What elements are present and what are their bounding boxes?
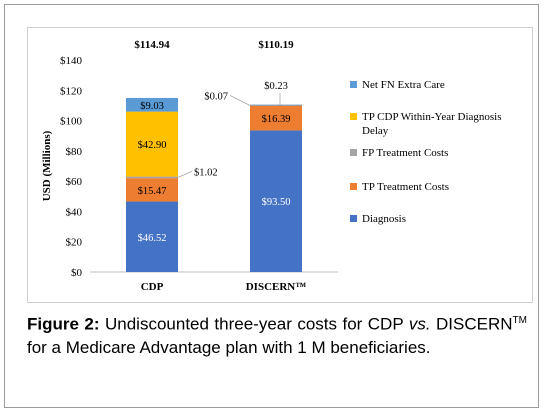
bar-segment [250, 105, 302, 131]
legend-label: FP Treatment Costs [362, 147, 448, 159]
leader-line [229, 95, 251, 106]
data-label: $0.23 [264, 81, 288, 92]
bar-segment [126, 97, 178, 112]
legend-swatch [350, 215, 357, 222]
chart-area: USD (Millions) $0 $20 $40 $60 $80 $100 $120 $140… [27, 27, 533, 303]
bar-segment [126, 201, 178, 272]
caption-vs: vs. [408, 314, 431, 334]
y-tick-label: $40 [66, 206, 83, 218]
data-label: $42.90 [138, 140, 167, 151]
data-label: $9.03 [140, 101, 164, 112]
legend-label-line: TP CDP Within-Year Diagnosis [362, 111, 502, 123]
bar-segment [126, 176, 178, 179]
y-tick-label: $120 [60, 85, 83, 97]
legend-label: TP Treatment Costs [362, 181, 449, 193]
data-label: $16.39 [262, 114, 291, 125]
y-tick-label: $100 [60, 116, 83, 128]
caption-text-before: Undiscounted three-year costs for CDP [105, 314, 409, 334]
y-tick-label: $0 [71, 267, 83, 279]
y-axis-label: USD (Millions) [41, 130, 53, 201]
legend-swatch [350, 113, 357, 120]
bar-total-label: $114.94 [134, 39, 170, 51]
x-category-label: DISCERN™ [246, 281, 307, 293]
bar-total-label: $110.19 [258, 39, 294, 51]
bar-segment [250, 130, 302, 272]
figure-frame: USD (Millions) $0 $20 $40 $60 $80 $100 $120 $140… [4, 4, 539, 408]
caption-label: Figure 2: [27, 314, 100, 334]
bar-segment [126, 111, 178, 177]
legend-swatch [350, 149, 357, 156]
data-label: $15.47 [138, 186, 167, 197]
legend-label: Diagnosis [362, 213, 406, 225]
bar-segment [250, 104, 302, 106]
bar-segment [126, 178, 178, 202]
caption-tm: TM [512, 315, 527, 326]
legend-label: TP CDP Within-Year Diagnosis Delay [362, 111, 502, 137]
data-label: $93.50 [262, 197, 291, 208]
data-label: $1.02 [194, 167, 218, 178]
figure-caption: Figure 2: Undiscounted three-year costs … [27, 309, 527, 359]
caption-discern: DISCERN [436, 314, 513, 334]
legend-label: Net FN Extra Care [362, 79, 445, 91]
x-category-label: CDP [141, 281, 164, 293]
stacked-bar-chart: USD (Millions) $0 $20 $40 $60 $80 $100 $120 $140… [41, 39, 502, 293]
data-label: $0.07 [204, 92, 228, 103]
y-tick-label: $80 [66, 146, 83, 158]
data-label: $46.52 [138, 233, 167, 244]
y-tick-label: $60 [66, 176, 83, 188]
legend-swatch [350, 183, 357, 190]
legend-label-line: Delay [362, 125, 389, 137]
legend-swatch [350, 81, 357, 88]
caption-text-after: for a Medicare Advantage plan with 1 M b… [27, 337, 431, 357]
y-tick-label: $20 [66, 237, 83, 249]
leader-line [177, 170, 193, 178]
y-tick-label: $140 [60, 55, 83, 67]
